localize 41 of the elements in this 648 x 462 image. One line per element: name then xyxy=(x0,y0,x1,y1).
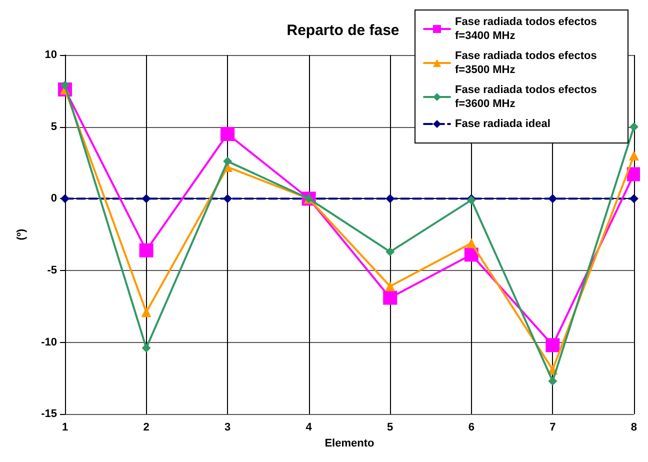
x-tick-label: 1 xyxy=(62,422,68,434)
x-tick-label: 2 xyxy=(143,422,150,434)
point xyxy=(548,376,558,386)
legend-label: Fase radiada ideal xyxy=(455,118,550,130)
point xyxy=(466,238,476,248)
point xyxy=(223,156,232,166)
x-tick-label: 3 xyxy=(224,422,231,434)
point xyxy=(464,248,478,262)
point xyxy=(141,307,152,318)
y-tick-label: -15 xyxy=(41,408,57,420)
legend-label: Fase radiada todos efectos f=3500 MHz xyxy=(455,50,600,76)
x-tick-label: 5 xyxy=(387,422,394,434)
point xyxy=(546,338,560,352)
y-tick-label: 5 xyxy=(50,120,57,133)
point xyxy=(142,194,151,204)
point xyxy=(220,127,235,141)
legend-label: Fase radiada todos efectos f=3600 MHz xyxy=(455,84,600,110)
x-tick-label: 8 xyxy=(630,422,638,434)
x-tick-label: 6 xyxy=(468,422,474,434)
point xyxy=(548,194,558,204)
y-tick-label: -10 xyxy=(41,336,57,348)
y-tick-label: -5 xyxy=(47,264,57,276)
point xyxy=(626,167,640,182)
point xyxy=(386,194,395,204)
point xyxy=(385,281,396,292)
point xyxy=(629,194,638,204)
y-axis-title: (º) xyxy=(16,228,28,240)
y-tick-label: 0 xyxy=(50,192,57,205)
point xyxy=(139,243,154,258)
x-tick-label: 4 xyxy=(306,422,313,434)
point xyxy=(142,344,151,353)
legend-label: Fase radiada todos efectos f=3400 MHz xyxy=(455,16,600,42)
point xyxy=(629,122,638,132)
x-axis-title: Elemento xyxy=(324,438,375,450)
x-tick-label: 7 xyxy=(550,422,556,434)
chart-title: Reparto de fase xyxy=(286,22,400,39)
point xyxy=(628,150,639,161)
point xyxy=(223,194,232,204)
point xyxy=(386,247,395,256)
point xyxy=(383,290,398,305)
y-tick-label: 10 xyxy=(44,49,57,61)
